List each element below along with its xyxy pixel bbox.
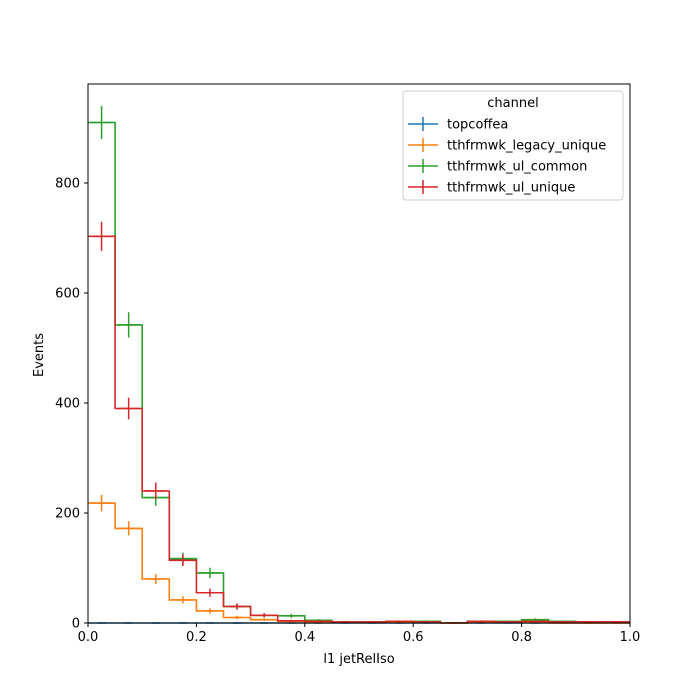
axes-frame	[87, 83, 631, 624]
legend-item: tthfrmwk_ul_unique	[408, 180, 575, 196]
legend-label: topcoffea	[447, 118, 508, 133]
x-tick-label: 0.2	[186, 630, 207, 645]
series-step-line	[88, 235, 630, 624]
y-tick-label: 0	[72, 617, 80, 632]
y-tick-label: 600	[55, 287, 80, 302]
x-axis: 0.0 0.2 0.4 0.6 0.8 1.0	[78, 623, 641, 645]
legend-label: tthfrmwk_ul_common	[447, 160, 587, 175]
legend-box	[402, 90, 624, 201]
x-tick-label: 0.8	[511, 630, 532, 645]
y-tick-label: 800	[55, 177, 80, 192]
legend-item: tthfrmwk_legacy_unique	[408, 138, 606, 154]
legend-label: tthfrmwk_legacy_unique	[447, 139, 606, 154]
legend: channel topcoffea tthfrmwk_legacy_uniquett…	[402, 90, 624, 201]
x-tick-label: 0.0	[78, 630, 99, 645]
legend-label: tthfrmwk_ul_unique	[447, 181, 575, 196]
legend-item: tthfrmwk_ul_common	[408, 159, 587, 175]
y-axis-label: Events	[32, 333, 47, 377]
x-axis-label: l1 jetRelIso	[323, 652, 394, 667]
x-tick-label: 1.0	[620, 630, 641, 645]
legend-item: topcoffea	[408, 117, 508, 133]
legend-title: channel	[487, 96, 538, 111]
y-tick-label: 400	[55, 397, 80, 412]
y-tick-label: 200	[55, 507, 80, 522]
series-tthfrmwk_ul_unique	[88, 221, 630, 624]
x-tick-label: 0.4	[294, 630, 315, 645]
x-tick-label: 0.6	[403, 630, 424, 645]
y-axis: 0 200 400 600 800	[55, 177, 88, 632]
